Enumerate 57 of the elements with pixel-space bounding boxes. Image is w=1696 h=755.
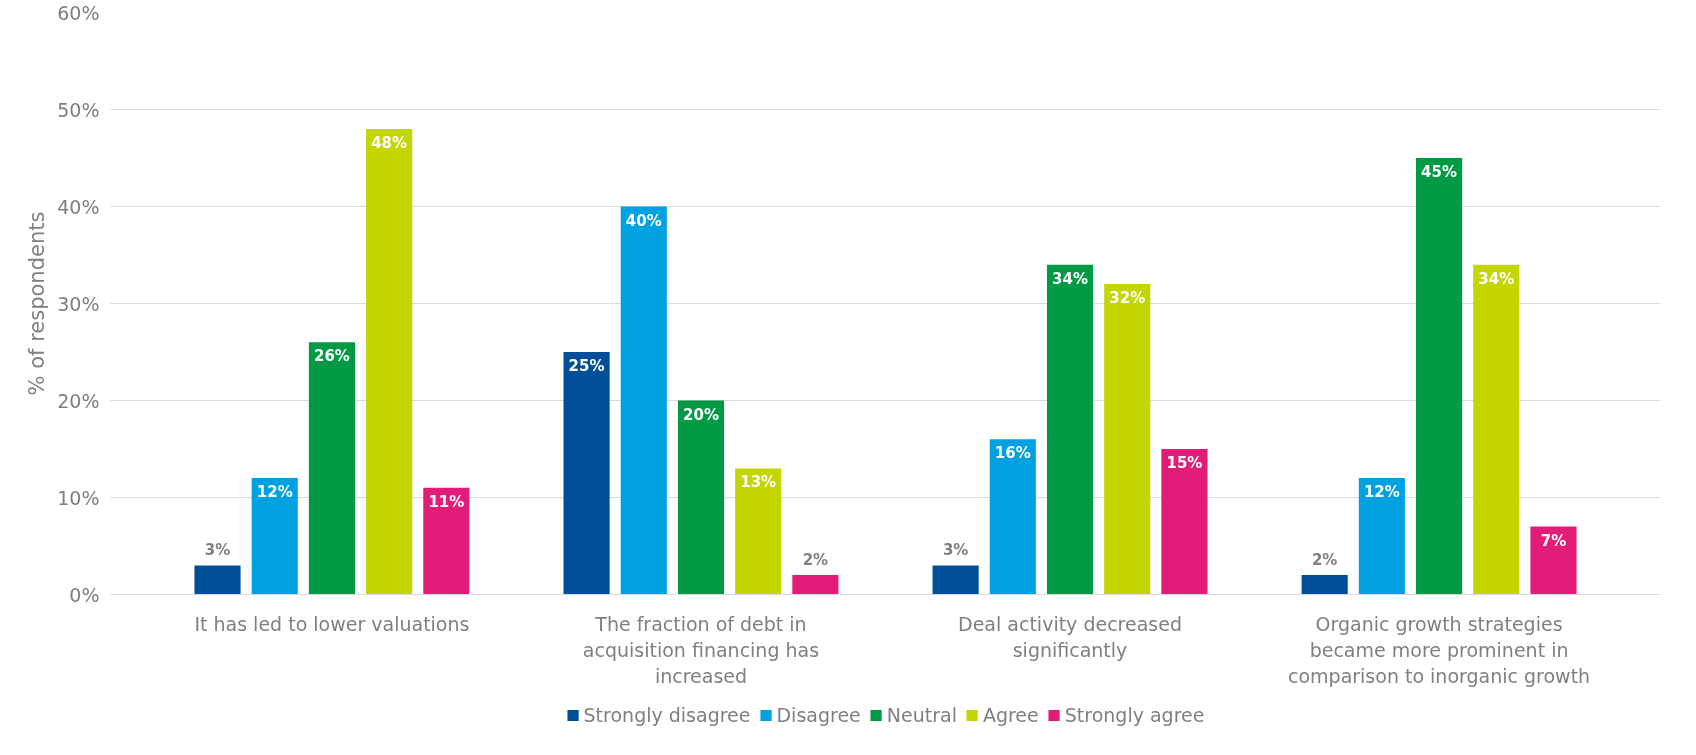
bar <box>1416 158 1463 595</box>
bar <box>1358 478 1405 595</box>
x-tick-label: It has led to lower valuations <box>194 612 470 635</box>
y-tick-label: 60% <box>57 1 100 24</box>
y-tick-label: 40% <box>57 195 100 218</box>
data-label: 20% <box>683 405 719 424</box>
bar <box>423 487 470 595</box>
data-label: 34% <box>1478 269 1515 288</box>
y-axis-title: % of respondents <box>25 211 50 396</box>
bar <box>1301 575 1348 595</box>
legend-label: Disagree <box>776 704 861 726</box>
bar <box>1473 264 1520 595</box>
bar <box>366 128 413 595</box>
data-label: 25% <box>568 357 605 375</box>
bar <box>620 206 667 595</box>
y-tick-label: 30% <box>57 292 100 315</box>
data-label: 2% <box>1311 551 1338 570</box>
bar <box>1530 526 1577 595</box>
legend-label: Agree <box>982 704 1039 726</box>
bar <box>792 575 839 595</box>
data-label: 13% <box>740 473 777 492</box>
bar <box>932 565 979 595</box>
data-label: 3% <box>942 541 969 560</box>
y-tick-label: 10% <box>57 486 100 509</box>
x-tick-label: Organic growth strategies became more prominent in comparison to inorganic growth <box>1288 612 1591 688</box>
data-label: 12% <box>256 483 293 502</box>
data-label: 45% <box>1421 163 1458 181</box>
y-tick-label: 20% <box>57 389 100 412</box>
data-label: 32% <box>1109 289 1146 308</box>
y-tick-label: 50% <box>57 98 100 121</box>
bar <box>194 565 241 595</box>
legend-label: Strongly disagree <box>583 704 751 726</box>
data-label: 48% <box>371 133 408 152</box>
data-label: 2% <box>802 551 829 570</box>
data-label: 16% <box>994 444 1031 463</box>
bar <box>1104 284 1151 595</box>
bar <box>251 478 298 595</box>
bar <box>677 400 725 595</box>
data-label: 40% <box>625 211 662 230</box>
data-label: 26% <box>313 347 350 366</box>
bar <box>1046 264 1094 595</box>
x-tick-label: The fraction of debt in acquisition financing has increased <box>582 612 820 688</box>
data-label: 3% <box>204 541 231 560</box>
bar <box>308 342 355 595</box>
data-label: 15% <box>1166 454 1203 472</box>
data-label: 11% <box>428 492 465 511</box>
data-label: 34% <box>1052 269 1088 288</box>
legend-label: Neutral <box>886 704 957 726</box>
x-tick-label: Deal activity decreased significantly <box>958 612 1182 661</box>
legend-label: Strongly agree <box>1064 704 1205 726</box>
bar <box>989 439 1036 595</box>
y-tick-label: 0% <box>69 583 100 606</box>
bar <box>1161 449 1208 595</box>
data-label: 7% <box>1540 531 1567 550</box>
data-label: 12% <box>1363 483 1400 502</box>
bar <box>563 352 610 595</box>
bar <box>735 468 782 595</box>
